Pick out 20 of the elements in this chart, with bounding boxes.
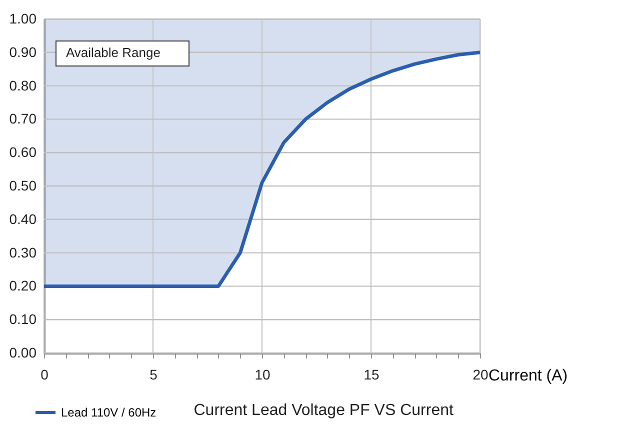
x-tick-label: 5: [150, 366, 158, 382]
x-tick-label: 20: [472, 366, 488, 382]
y-tick-label: 0.60: [9, 144, 37, 160]
y-tick-label: 0.50: [9, 178, 37, 194]
y-tick-label: 0.70: [9, 110, 37, 127]
annotation: Available Range: [66, 45, 160, 60]
y-tick-label: 1.00: [9, 10, 37, 26]
y-tick-label: 0.80: [9, 77, 37, 94]
legend-label: Lead 110V / 60Hz: [61, 406, 156, 420]
y-tick-label: 0.00: [9, 344, 37, 360]
x-tick-label: 15: [364, 366, 380, 382]
x-axis-title: Current (A): [488, 368, 568, 384]
y-tick-label: 0.30: [9, 244, 37, 260]
x-tick-label: 10: [254, 366, 270, 382]
text: Current Lead Voltage PF VS Current: [194, 402, 454, 419]
x-tick-label: 0: [40, 366, 49, 382]
y-tick-label: 0.20: [9, 278, 37, 294]
y-tick-label: 0.40: [9, 210, 37, 227]
y-tick-label: 0.10: [9, 311, 37, 328]
y-tick-label: 0.90: [9, 44, 37, 60]
